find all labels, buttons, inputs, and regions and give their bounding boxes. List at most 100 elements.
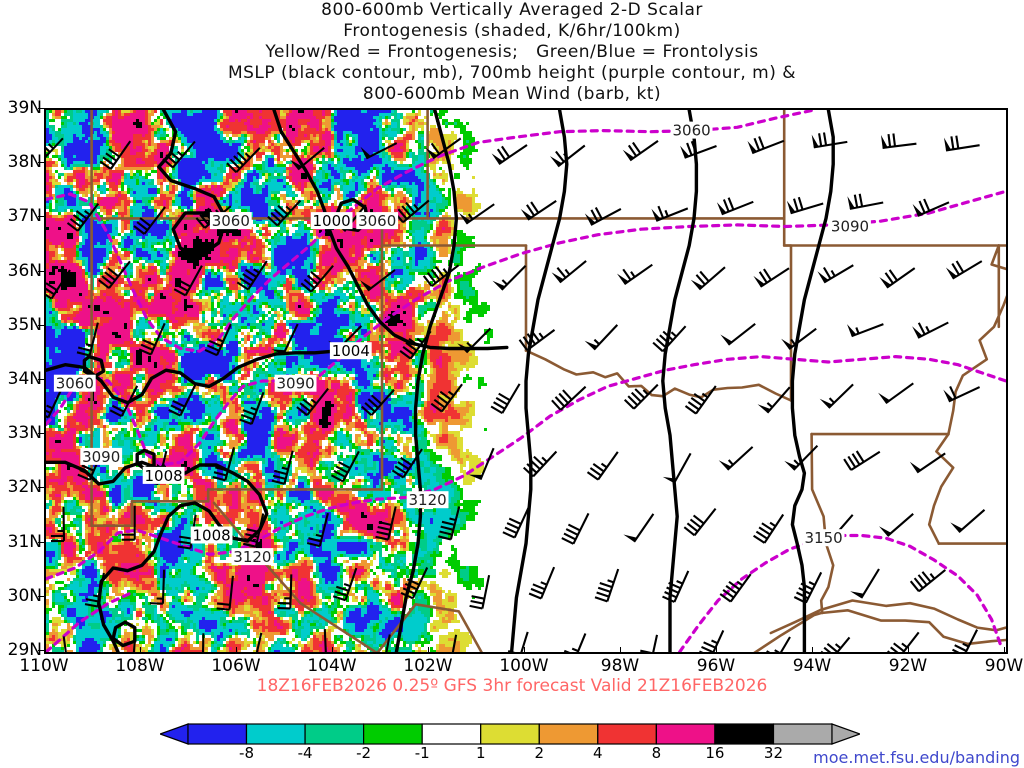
wind-barb [586, 451, 619, 481]
wind-barb [623, 383, 659, 410]
mslp-label-1: 1004 [329, 342, 372, 360]
wind-barb [422, 264, 460, 287]
wind-barb [277, 574, 293, 610]
height-3090 [46, 189, 1006, 467]
map-plot-area[interactable]: 1000 1004 1008 1008 3060 3060 3060 3060 3090 3090… [44, 108, 1008, 654]
height-3060 [46, 110, 816, 353]
wind-barb [550, 144, 586, 168]
wind-barb [457, 327, 492, 354]
lat-label-36N: 36N [7, 260, 42, 281]
wind-barb [99, 140, 132, 170]
wind-barb [584, 324, 619, 351]
lat-label-33N: 33N [7, 423, 42, 444]
mslp-1000-closed [334, 197, 370, 232]
wind-barb [683, 507, 717, 537]
lon-tick [620, 647, 621, 654]
wind-barb [507, 631, 529, 652]
lat-label-29N: 29N [7, 640, 42, 660]
mslp-label-3: 1008 [190, 526, 233, 545]
wind-barb [879, 267, 916, 289]
wind-barb [561, 512, 590, 545]
wind-barb [469, 574, 491, 610]
wind-barb [623, 513, 655, 543]
colorbar-swatch-10 [772, 723, 833, 745]
wind-barb [425, 137, 462, 160]
colorbar-swatch-7 [597, 723, 657, 745]
wind-barb [84, 572, 105, 608]
wind-barb [361, 389, 395, 416]
wind-barb [491, 144, 528, 165]
color-scale-bar[interactable]: -8 -4 -2 -1 1 2 4 8 16 32 [160, 722, 860, 768]
height-label-2: 3060 [670, 121, 713, 140]
colorbar-swatch-4 [421, 723, 482, 745]
wind-barb [271, 450, 294, 485]
wind-barb [719, 573, 752, 603]
wind-barb [393, 199, 430, 224]
lon-label-110W: 110W [19, 656, 69, 676]
mslp-trough-2 [509, 110, 569, 652]
lon-label-94W: 94W [792, 656, 832, 676]
wind-barb [551, 385, 587, 411]
wind-barb [121, 505, 136, 541]
wind-barb [109, 385, 139, 418]
wind-barb [622, 140, 659, 162]
wind-barb [267, 199, 302, 227]
wind-barb [757, 386, 791, 414]
wind-barb [76, 322, 99, 357]
wind-barb [323, 629, 327, 652]
wind-barb [46, 269, 71, 300]
height-label-1: 3060 [356, 212, 399, 230]
contour-label-layer: 1000 1004 1008 1008 3060 3060 3060 3060 3090 3090… [53, 121, 871, 566]
wind-barb [385, 634, 391, 652]
lon-label-100W: 100W [499, 656, 549, 676]
mslp-trough-1 [394, 110, 459, 652]
wind-barb [786, 196, 824, 215]
wind-barb [753, 267, 790, 288]
wind-barb [458, 203, 495, 225]
wind-barb [662, 452, 692, 484]
wind-barb [216, 575, 234, 611]
wind-barb [212, 447, 236, 482]
colorbar-swatch-5 [480, 723, 540, 745]
wind-barb [912, 321, 949, 339]
wind-barb [162, 140, 196, 169]
wind-barb [98, 260, 131, 289]
wind-barb [242, 513, 265, 548]
lon-label-102W: 102W [403, 656, 453, 676]
mslp-1000-a [157, 110, 228, 258]
wind-barb-layer [46, 132, 986, 652]
wind-barb [817, 264, 854, 284]
site-watermark: moe.met.fsu.edu/banding [813, 748, 1020, 767]
lat-label-37N: 37N [7, 206, 42, 227]
colorbar-left-arrow [160, 723, 189, 745]
colorbar-label-3: -1 [414, 744, 430, 762]
wind-barb [551, 260, 587, 284]
wind-barb [843, 450, 881, 471]
mslp-label-2: 1008 [142, 466, 185, 485]
lon-label-108W: 108W [115, 656, 165, 676]
colorbar-swatch-6 [538, 723, 599, 745]
wind-barb [690, 266, 726, 291]
wind-barb [680, 140, 717, 159]
colorbar-swatch-0 [187, 723, 248, 745]
colorbar-label-2: -2 [356, 744, 372, 762]
height-label-6: 3090 [80, 447, 123, 466]
wind-barb [881, 133, 917, 149]
wind-barb [652, 325, 687, 353]
chart-title-block: 800-600mb Vertically Averaged 2-D Scalar… [0, 0, 1024, 105]
wind-barb [46, 137, 64, 158]
mslp-trough-4 [790, 110, 835, 652]
height-3150 [678, 533, 1003, 652]
wind-barb [784, 444, 819, 471]
forecast-caption: 18Z16FEB2026 0.25º GFS 3hr forecast Vali… [256, 676, 768, 696]
wind-barb [391, 448, 423, 479]
wind-barb [528, 566, 556, 600]
lon-tick [716, 647, 717, 654]
lon-label-98W: 98W [600, 656, 640, 676]
wind-barb [886, 631, 920, 652]
wind-barb [909, 452, 946, 474]
height-label-0: 3060 [209, 212, 252, 230]
wind-barb [360, 142, 398, 160]
wind-barb [201, 633, 205, 652]
wind-barb [847, 193, 884, 210]
